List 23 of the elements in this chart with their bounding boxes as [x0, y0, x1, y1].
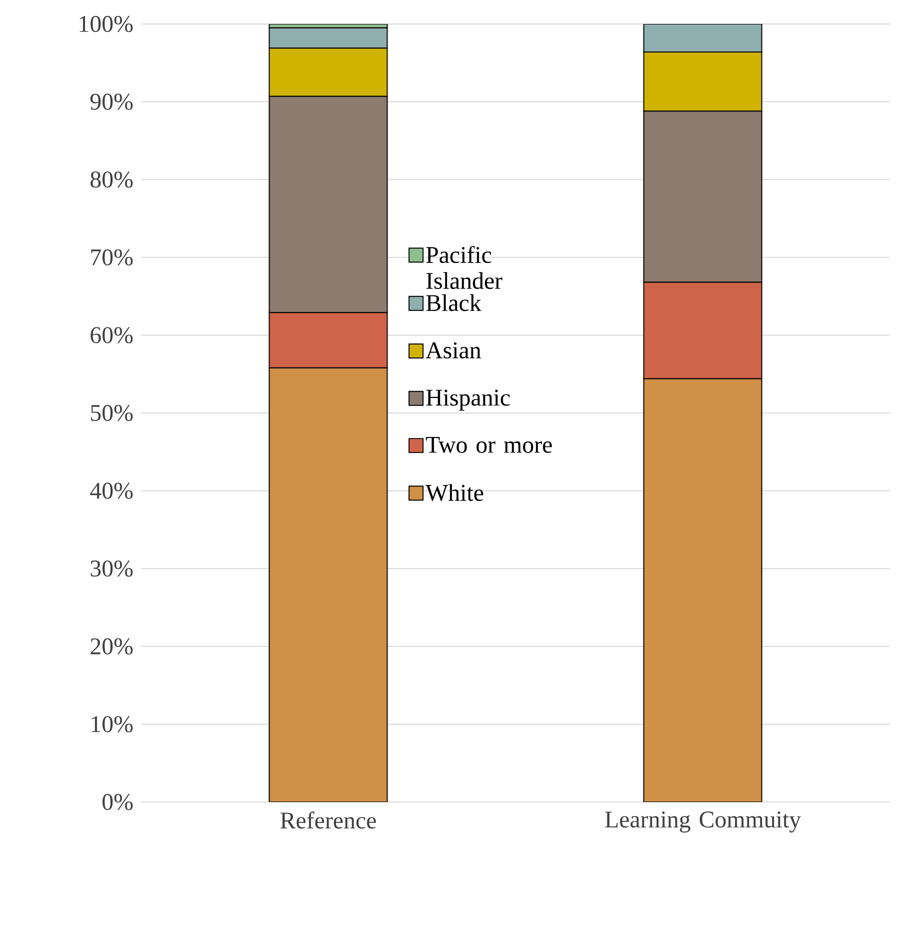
- bar: [643, 378, 762, 802]
- bar: [643, 24, 762, 52]
- y-tick-label: 20%: [90, 638, 133, 655]
- legend-label: Two or more: [426, 436, 552, 453]
- bar: [268, 367, 388, 802]
- y-tick-label: 30%: [90, 560, 133, 577]
- x-tick-label: Learning Commuity: [605, 812, 801, 833]
- y-tick-label: 80%: [90, 171, 133, 188]
- x-tick-label: Reference: [280, 812, 376, 829]
- legend-label: White: [426, 484, 484, 502]
- y-tick-label: 70%: [91, 249, 133, 266]
- y-tick-label: 0%: [102, 794, 133, 810]
- y-tick-label: 10%: [92, 716, 133, 732]
- legend-label: Black: [426, 294, 482, 312]
- y-tick-label: 100%: [80, 16, 133, 32]
- bar: [268, 27, 388, 49]
- y-tick-label: 90%: [90, 94, 133, 110]
- legend-label: Pacific Islander: [426, 246, 502, 289]
- legend-label: Asian: [426, 342, 481, 358]
- y-tick-label: 50%: [91, 404, 133, 422]
- y-tick-label: 40%: [90, 482, 133, 499]
- legend-label: Hispanic: [426, 390, 510, 411]
- y-tick-label: 60%: [90, 327, 133, 344]
